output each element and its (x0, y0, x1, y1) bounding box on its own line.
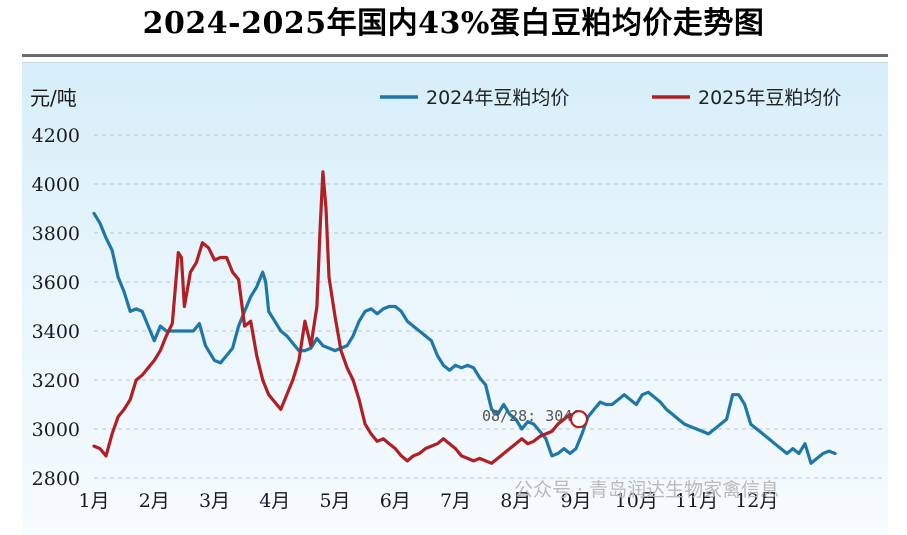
chart-title: 2024-2025年国内43%蛋白豆粕均价走势图 (142, 6, 765, 41)
y-tick-label: 4200 (32, 125, 80, 147)
series-line-2 (92, 170, 581, 465)
legend: 2024年豆粕均价 2025年豆粕均价 (380, 87, 841, 109)
series-lines (92, 170, 837, 465)
x-tick-label: 4月 (259, 490, 290, 512)
legend-label-1: 2024年豆粕均价 (426, 87, 569, 109)
y-tick-label: 3800 (32, 223, 80, 245)
x-tick-label: 5月 (319, 490, 350, 512)
x-tick-label: 6月 (380, 490, 411, 512)
grid-lines (94, 134, 884, 479)
annotation: 08/28: 3040 (482, 407, 589, 429)
y-tick-label: 2800 (32, 468, 80, 490)
series-line-1 (92, 211, 837, 465)
y-axis-ticks: 2800 3000 3200 3400 3600 3800 4000 4200 (32, 125, 80, 490)
x-tick-label: 9月 (560, 490, 591, 512)
y-axis-label: 元/吨 (30, 86, 77, 110)
y-tick-label: 3200 (32, 370, 80, 392)
chart-panel: 2800 3000 3200 3400 3600 3800 4000 4200 1月 2月 3月 4… (22, 62, 888, 535)
x-tick-label: 11月 (675, 490, 718, 512)
watermark-text: 公众号 · 青岛润达生物家禽信息 (514, 479, 779, 501)
annotation-label: 08/28: 3040 (482, 407, 581, 425)
x-axis-ticks: 1月 2月 3月 4月 5月 6月 7月 8月 9月 10月 11月 12月 (78, 490, 778, 512)
legend-label-2: 2025年豆粕均价 (698, 87, 841, 109)
x-tick-label: 12月 (735, 490, 778, 512)
y-tick-label: 3400 (32, 321, 80, 343)
y-tick-label: 4000 (32, 174, 80, 196)
x-tick-label: 2月 (139, 490, 170, 512)
x-tick-label: 8月 (500, 490, 531, 512)
y-tick-label: 3000 (32, 419, 80, 441)
x-tick-label: 7月 (440, 490, 471, 512)
line-chart: 2800 3000 3200 3400 3600 3800 4000 4200 1月 2月 3月 4… (30, 86, 884, 512)
y-tick-label: 3600 (32, 272, 80, 294)
x-tick-label: 1月 (78, 490, 109, 512)
title-divider (22, 54, 888, 57)
annotation-marker (569, 410, 589, 429)
x-tick-label: 3月 (199, 490, 230, 512)
x-tick-label: 10月 (615, 490, 658, 512)
